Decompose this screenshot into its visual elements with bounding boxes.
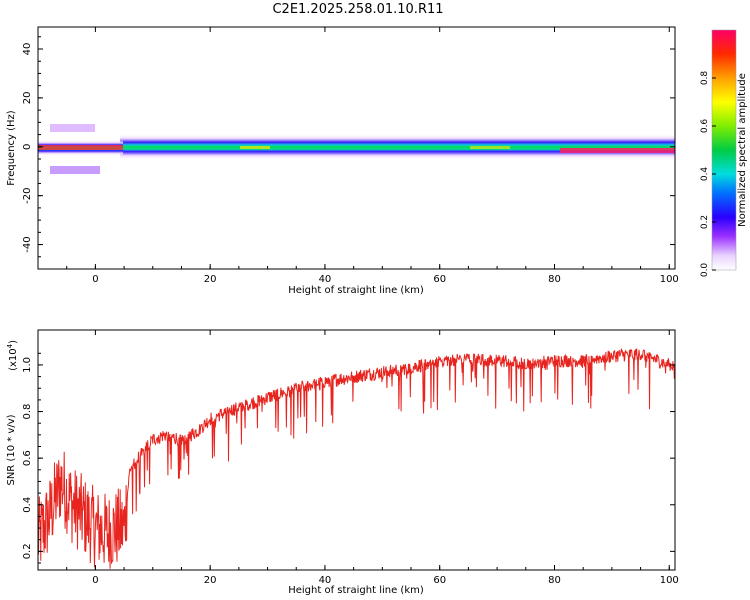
heatmap-xtick-label: 20 <box>204 274 217 285</box>
heatmap-xtick-label: 60 <box>433 274 446 285</box>
heatmap-axes: 0 20 40 60 80 100 40 20 0 -20 -40 <box>22 27 679 285</box>
snr-xtick-label: 40 <box>319 575 332 586</box>
snr-panel: 0 20 40 60 80 100 0.2 0.4 0.6 0.8 1.0 Height of st… <box>6 329 679 596</box>
snr-multiplier-close: ) <box>8 340 19 344</box>
colorbar-label: Normalized spectral amplitude <box>737 73 748 227</box>
heatmap-panel: 0 20 40 60 80 100 40 20 0 -20 -40 Height of straig… <box>6 26 679 296</box>
heatmap-cells <box>38 124 675 174</box>
snr-xlabel: Height of straight line (km) <box>288 585 424 596</box>
snr-ytick-label: 0.2 <box>22 543 33 559</box>
heatmap-band-core <box>125 146 675 150</box>
heatmap-yellow-b <box>470 146 510 149</box>
heatmap-yellow-a <box>240 146 270 149</box>
heatmap-xtick-label: 0 <box>92 274 98 285</box>
snr-ylabel: SNR (10 * v/v) <box>6 414 17 485</box>
snr-ytick-label: 0.4 <box>22 497 33 513</box>
heatmap-ylabel: Frequency (Hz) <box>6 110 17 186</box>
heatmap-blob-upper <box>50 124 95 132</box>
heatmap-xlabel: Height of straight line (km) <box>288 285 424 296</box>
heatmap-xtick-label: 100 <box>660 274 679 285</box>
snr-xtick-label: 60 <box>433 575 446 586</box>
snr-ytick-label: 0.6 <box>22 450 33 466</box>
colorbar-tick-label: 0.0 <box>700 263 710 278</box>
snr-multiplier-exp: 4 <box>6 343 14 348</box>
heatmap-frame <box>37 26 676 270</box>
snr-xtick-label: 80 <box>548 575 561 586</box>
heatmap-ytick-label: 40 <box>22 43 33 56</box>
colorbar-tick-label: 0.8 <box>700 71 710 86</box>
snr-ytick-label: 0.8 <box>22 404 33 420</box>
colorbar-tick-label: 0.4 <box>700 167 710 182</box>
snr-frame <box>37 329 676 571</box>
snr-series-line <box>38 347 675 569</box>
heatmap-xtick-label: 80 <box>548 274 561 285</box>
snr-multiplier: (x104) <box>6 340 19 371</box>
colorbar-tick-label: 0.6 <box>700 119 710 134</box>
snr-xtick-label: 0 <box>92 575 98 586</box>
svg-text:(x104): (x104) <box>6 340 19 371</box>
colorbar-tick-label: 0.2 <box>700 215 710 229</box>
heatmap-blob-lower <box>50 166 100 174</box>
snr-axes: 0 20 40 60 80 100 0.2 0.4 0.6 0.8 1.0 <box>22 330 679 586</box>
figure-title: C2E1.2025.258.01.10.R11 <box>272 2 444 17</box>
heatmap-ytick-label: -20 <box>22 187 33 203</box>
colorbar-gradient <box>712 30 736 270</box>
heatmap-band-right-core <box>560 148 675 153</box>
heatmap-band-left-core <box>38 145 123 150</box>
snr-multiplier-base: (x10 <box>8 348 19 371</box>
heatmap-ytick-label: -40 <box>22 236 33 252</box>
colorbar-ticks: 0.0 0.2 0.4 0.6 0.8 <box>700 71 716 278</box>
heatmap-ytick-label: 20 <box>22 92 33 105</box>
heatmap-ytick-label: 0 <box>22 144 33 150</box>
heatmap-xtick-label: 40 <box>319 274 332 285</box>
snr-xtick-label: 100 <box>660 575 679 586</box>
colorbar-frame <box>711 29 737 271</box>
snr-ytick-label: 1.0 <box>22 357 33 373</box>
colorbar: 0.0 0.2 0.4 0.6 0.8 Normalized spectral ampl… <box>700 29 748 278</box>
snr-xtick-label: 20 <box>204 575 217 586</box>
